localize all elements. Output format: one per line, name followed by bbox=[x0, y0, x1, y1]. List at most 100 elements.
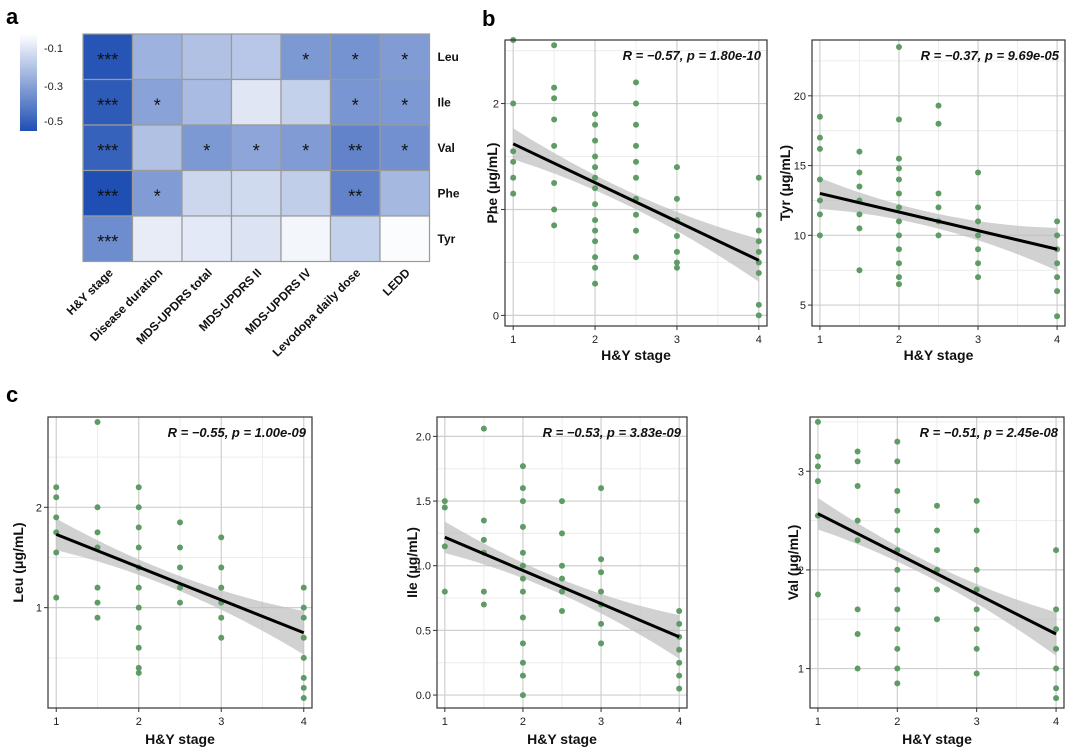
x-tick-label: 1 bbox=[817, 334, 823, 346]
y-tick-label: 15 bbox=[794, 161, 806, 173]
data-point bbox=[854, 458, 861, 465]
plot-frame bbox=[811, 39, 1066, 327]
data-point bbox=[894, 438, 901, 445]
panel-label-b: b bbox=[482, 6, 495, 31]
data-point bbox=[935, 190, 942, 197]
data-point bbox=[975, 204, 982, 211]
data-point bbox=[94, 584, 101, 591]
data-point bbox=[519, 692, 526, 699]
data-point bbox=[854, 631, 861, 638]
data-point bbox=[53, 549, 60, 556]
data-point bbox=[633, 121, 639, 128]
x-tick-label: 2 bbox=[520, 716, 526, 728]
data-point bbox=[300, 584, 307, 591]
data-point bbox=[673, 248, 680, 255]
data-point bbox=[592, 174, 599, 181]
data-point bbox=[755, 174, 762, 181]
data-point bbox=[519, 523, 526, 530]
data-point bbox=[559, 498, 565, 505]
data-point bbox=[934, 502, 940, 509]
legend-tick-label: -0.3 bbox=[44, 81, 63, 93]
x-tick-label: 4 bbox=[1054, 334, 1060, 346]
x-tick-label: 2 bbox=[136, 716, 142, 728]
data-point bbox=[816, 113, 823, 120]
heatmap-cell bbox=[131, 169, 183, 217]
data-point bbox=[441, 588, 448, 595]
plot-frame bbox=[504, 39, 768, 327]
data-point bbox=[755, 270, 762, 277]
data-point bbox=[895, 190, 902, 197]
data-point bbox=[854, 448, 861, 455]
x-tick-label: 1 bbox=[815, 716, 821, 728]
y-axis-label: Val (μg/mL) bbox=[785, 525, 801, 600]
data-point bbox=[856, 183, 863, 190]
data-point bbox=[1053, 665, 1060, 672]
data-point bbox=[676, 672, 683, 679]
data-point bbox=[53, 484, 60, 491]
x-tick-label: 1 bbox=[53, 716, 59, 728]
heatmap-cell bbox=[82, 215, 134, 263]
legend-tick-label: -0.1 bbox=[44, 43, 63, 55]
scatter-plot-ile: 1 2 3 4 0.0 0.5 1.0 1.5 2.0 H&Y stage Ile (μg/mL) R… bbox=[404, 416, 688, 747]
x-tick-label: 2 bbox=[894, 716, 900, 728]
data-point bbox=[510, 190, 517, 197]
regression-line bbox=[444, 535, 680, 639]
x-tick-label: 3 bbox=[218, 716, 224, 728]
heatmap-col-label: Levodopa daily dose bbox=[270, 265, 364, 359]
data-point bbox=[480, 601, 487, 608]
data-point bbox=[551, 84, 558, 91]
data-point bbox=[480, 536, 487, 543]
data-point bbox=[935, 120, 942, 127]
heatmap-row-label: Leu bbox=[438, 50, 459, 64]
data-point bbox=[519, 614, 526, 621]
data-point bbox=[895, 43, 902, 50]
data-point bbox=[854, 665, 861, 672]
panel-label-a: a bbox=[6, 4, 19, 29]
data-point bbox=[519, 575, 526, 582]
data-point bbox=[218, 584, 225, 591]
data-point bbox=[300, 614, 307, 621]
heatmap-cell bbox=[280, 215, 332, 263]
data-point bbox=[973, 497, 980, 504]
data-point bbox=[519, 588, 526, 595]
heatmap-cell bbox=[230, 33, 282, 81]
x-tick-label: 2 bbox=[592, 334, 598, 346]
y-tick-label: 20 bbox=[794, 91, 806, 103]
data-point bbox=[218, 564, 225, 571]
data-point bbox=[592, 201, 599, 208]
data-point bbox=[854, 537, 861, 544]
data-point bbox=[676, 659, 683, 666]
data-point bbox=[814, 591, 821, 598]
data-point bbox=[135, 544, 142, 551]
data-point bbox=[94, 614, 101, 621]
data-point bbox=[1054, 274, 1061, 281]
data-point bbox=[135, 524, 142, 531]
data-point bbox=[975, 260, 982, 267]
data-point bbox=[934, 547, 940, 554]
data-point bbox=[53, 594, 60, 601]
correlation-annotation: R = −0.57, p = 1.80e-10 bbox=[623, 48, 762, 63]
data-point bbox=[592, 238, 599, 245]
heatmap-cell bbox=[379, 215, 431, 263]
data-point bbox=[135, 604, 142, 611]
data-point bbox=[592, 264, 599, 271]
data-point bbox=[814, 463, 821, 470]
y-tick-label: 10 bbox=[794, 230, 806, 242]
data-point bbox=[894, 487, 901, 494]
y-tick-label: 2 bbox=[798, 565, 804, 577]
data-point bbox=[894, 507, 901, 514]
data-point bbox=[480, 425, 487, 432]
data-point bbox=[894, 645, 901, 652]
x-axis-label: H&Y stage bbox=[601, 347, 671, 363]
data-point bbox=[975, 218, 982, 225]
data-point bbox=[973, 606, 980, 613]
data-point bbox=[300, 674, 307, 681]
data-point bbox=[510, 174, 517, 181]
data-point bbox=[676, 620, 683, 627]
plot-frame bbox=[47, 416, 313, 709]
data-point bbox=[135, 669, 142, 676]
heatmap-cell bbox=[181, 169, 233, 217]
